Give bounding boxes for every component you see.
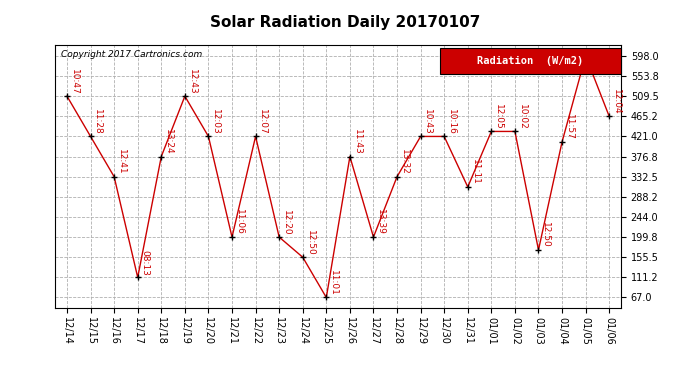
Text: 10:16: 10:16	[447, 109, 456, 135]
Text: Solar Radiation Daily 20170107: Solar Radiation Daily 20170107	[210, 15, 480, 30]
Text: 10:47: 10:47	[70, 69, 79, 94]
Text: 12:07: 12:07	[259, 109, 268, 135]
Text: Radiation  (W/m2): Radiation (W/m2)	[477, 56, 584, 66]
Text: 11:28: 11:28	[93, 109, 102, 135]
Text: 13:39: 13:39	[376, 209, 385, 235]
Text: 11:43: 11:43	[353, 129, 362, 155]
Text: 11:06: 11:06	[235, 209, 244, 235]
Text: 12:43: 12:43	[188, 69, 197, 94]
Text: 10:43: 10:43	[424, 109, 433, 135]
Text: 11:57: 11:57	[565, 114, 574, 140]
Text: 11:01: 11:01	[329, 270, 338, 296]
Text: 08:13: 08:13	[141, 250, 150, 276]
Text: 12:50: 12:50	[306, 230, 315, 255]
Text: Copyright 2017 Cartronics.com: Copyright 2017 Cartronics.com	[61, 50, 202, 59]
Text: 12:20: 12:20	[282, 210, 291, 235]
Text: 11:11: 11:11	[471, 159, 480, 185]
Text: 12:03: 12:03	[211, 109, 220, 135]
Text: 13:24: 13:24	[164, 129, 173, 155]
Text: 13:32: 13:32	[400, 149, 409, 175]
Text: 12:41: 12:41	[117, 149, 126, 175]
Text: 12:50: 12:50	[542, 222, 551, 248]
Text: 12:04: 12:04	[612, 89, 621, 114]
FancyBboxPatch shape	[440, 48, 621, 74]
Text: 10:02: 10:02	[518, 104, 526, 130]
Text: 12:05: 12:05	[494, 104, 503, 130]
